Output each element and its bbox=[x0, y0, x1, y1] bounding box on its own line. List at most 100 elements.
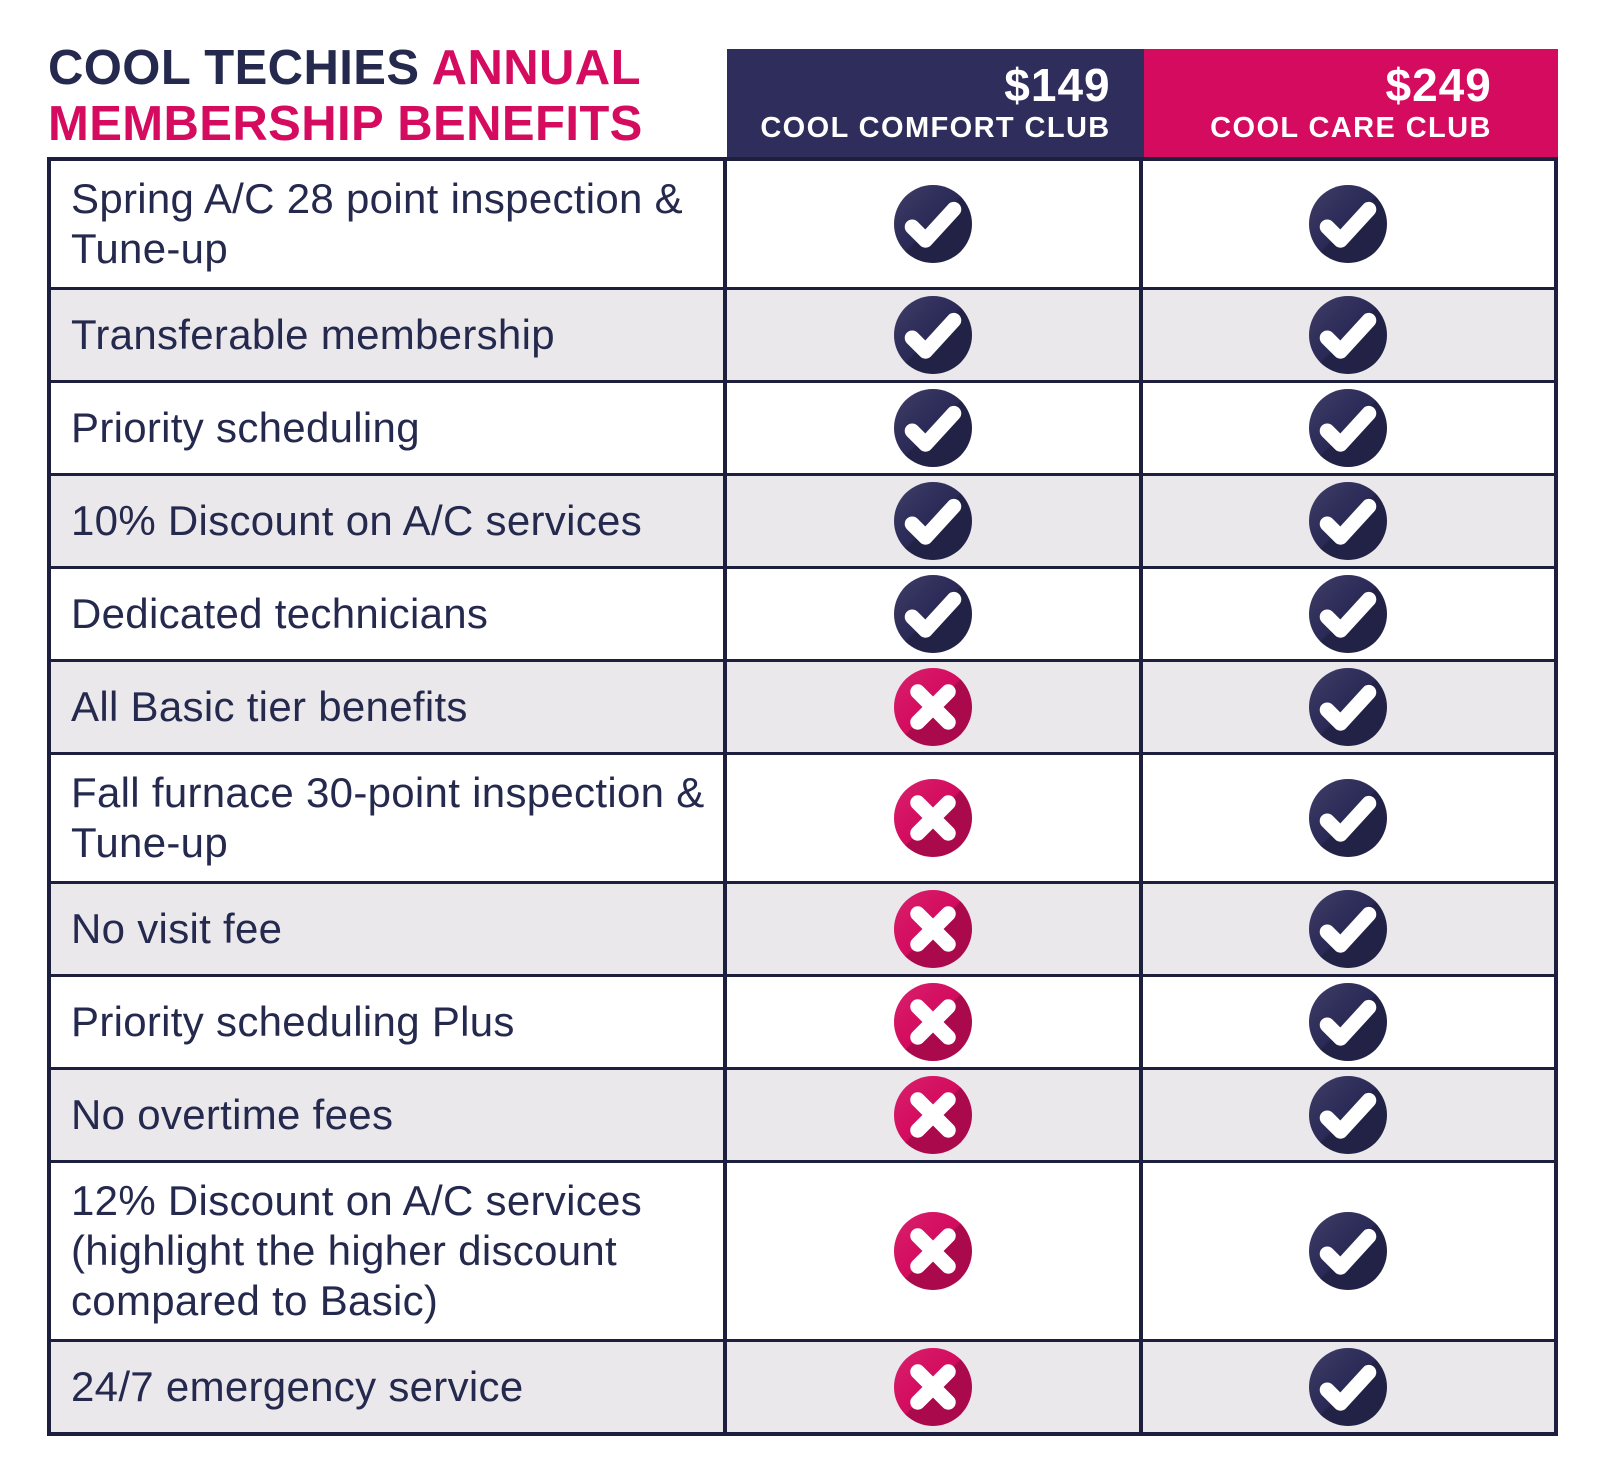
cross-icon bbox=[893, 1076, 972, 1154]
plan-header-comfort-inner: $149 COOL COMFORT CLUB bbox=[760, 58, 1111, 146]
check-icon bbox=[1309, 1348, 1388, 1426]
check-icon bbox=[893, 482, 972, 560]
table-row: 10% Discount on A/C services bbox=[51, 473, 1554, 566]
benefit-cell: 10% Discount on A/C services bbox=[51, 476, 727, 566]
benefit-label: 10% Discount on A/C services bbox=[71, 497, 642, 544]
table-row: No visit fee bbox=[51, 881, 1554, 974]
plan-name-comfort: COOL COMFORT CLUB bbox=[760, 112, 1111, 145]
table-row: 12% Discount on A/C services (highlight … bbox=[51, 1160, 1554, 1339]
care-mark-cell bbox=[1143, 662, 1555, 752]
page-title: COOL TECHIES ANNUAL MEMBERSHIP BENEFITS bbox=[48, 40, 738, 152]
plan-header-care: $249 COOL CARE CLUB bbox=[1144, 49, 1558, 158]
comfort-mark-cell bbox=[727, 290, 1143, 380]
table-row: Priority scheduling bbox=[51, 380, 1554, 473]
check-icon bbox=[893, 296, 972, 374]
table-row: No overtime fees bbox=[51, 1067, 1554, 1160]
title-accent-text-2: MEMBERSHIP BENEFITS bbox=[48, 97, 643, 151]
table-row: Dedicated technicians bbox=[51, 566, 1554, 659]
table-row: Fall furnace 30-point inspection & Tune-… bbox=[51, 752, 1554, 881]
benefit-cell: No overtime fees bbox=[51, 1070, 727, 1160]
comfort-mark-cell bbox=[727, 476, 1143, 566]
benefit-cell: No visit fee bbox=[51, 884, 727, 974]
check-icon bbox=[1309, 890, 1388, 968]
benefit-label: No visit fee bbox=[71, 905, 283, 952]
table-row: Spring A/C 28 point inspection & Tune-up bbox=[51, 161, 1554, 287]
cross-icon bbox=[893, 1348, 972, 1426]
table-row: 24/7 emergency service bbox=[51, 1339, 1554, 1432]
care-mark-cell bbox=[1143, 161, 1555, 287]
check-icon bbox=[1309, 1076, 1388, 1154]
benefit-label: No overtime fees bbox=[71, 1091, 394, 1138]
care-mark-cell bbox=[1143, 884, 1555, 974]
care-mark-cell bbox=[1143, 755, 1555, 881]
comfort-mark-cell bbox=[727, 755, 1143, 881]
benefits-table: Spring A/C 28 point inspection & Tune-up… bbox=[47, 157, 1558, 1436]
comfort-mark-cell bbox=[727, 1163, 1143, 1339]
care-mark-cell bbox=[1143, 977, 1555, 1067]
comfort-mark-cell bbox=[727, 977, 1143, 1067]
check-icon bbox=[1309, 668, 1388, 746]
comfort-mark-cell bbox=[727, 161, 1143, 287]
table-row: Priority scheduling Plus bbox=[51, 974, 1554, 1067]
benefit-label: Fall furnace 30-point inspection & Tune-… bbox=[71, 769, 705, 866]
benefit-cell: Dedicated technicians bbox=[51, 569, 727, 659]
care-mark-cell bbox=[1143, 569, 1555, 659]
check-icon bbox=[1309, 482, 1388, 560]
benefit-cell: Fall furnace 30-point inspection & Tune-… bbox=[51, 755, 727, 881]
benefit-label: All Basic tier benefits bbox=[71, 683, 468, 730]
comfort-mark-cell bbox=[727, 569, 1143, 659]
plan-price-care: $249 bbox=[1385, 58, 1492, 111]
benefit-cell: Spring A/C 28 point inspection & Tune-up bbox=[51, 161, 727, 287]
care-mark-cell bbox=[1143, 1163, 1555, 1339]
benefit-label: 24/7 emergency service bbox=[71, 1363, 524, 1410]
title-accent-text-1: ANNUAL bbox=[431, 41, 641, 95]
plan-header-care-inner: $249 COOL CARE CLUB bbox=[1210, 58, 1492, 146]
check-icon bbox=[893, 185, 972, 263]
benefit-label: Priority scheduling Plus bbox=[71, 998, 515, 1045]
benefit-cell: Priority scheduling Plus bbox=[51, 977, 727, 1067]
care-mark-cell bbox=[1143, 383, 1555, 473]
benefit-cell: 12% Discount on A/C services (highlight … bbox=[51, 1163, 727, 1339]
check-icon bbox=[1309, 983, 1388, 1061]
check-icon bbox=[893, 389, 972, 467]
benefit-label: Spring A/C 28 point inspection & Tune-up bbox=[71, 175, 683, 272]
check-icon bbox=[1309, 1212, 1388, 1290]
check-icon bbox=[1309, 185, 1388, 263]
comfort-mark-cell bbox=[727, 884, 1143, 974]
cross-icon bbox=[893, 983, 972, 1061]
plan-name-care: COOL CARE CLUB bbox=[1210, 112, 1492, 145]
care-mark-cell bbox=[1143, 290, 1555, 380]
benefit-label: 12% Discount on A/C services (highlight … bbox=[71, 1177, 642, 1324]
benefit-cell: All Basic tier benefits bbox=[51, 662, 727, 752]
comfort-mark-cell bbox=[727, 662, 1143, 752]
comfort-mark-cell bbox=[727, 1342, 1143, 1432]
plan-price-comfort: $149 bbox=[1004, 58, 1111, 111]
check-icon bbox=[1309, 575, 1388, 653]
check-icon bbox=[1309, 389, 1388, 467]
care-mark-cell bbox=[1143, 476, 1555, 566]
benefit-cell: Transferable membership bbox=[51, 290, 727, 380]
title-brand-text: COOL TECHIES bbox=[48, 41, 420, 95]
comfort-mark-cell bbox=[727, 1070, 1143, 1160]
benefit-label: Priority scheduling bbox=[71, 404, 420, 451]
care-mark-cell bbox=[1143, 1070, 1555, 1160]
cross-icon bbox=[893, 890, 972, 968]
page-title-line-1: COOL TECHIES ANNUAL bbox=[48, 40, 738, 96]
benefit-cell: 24/7 emergency service bbox=[51, 1342, 727, 1432]
comfort-mark-cell bbox=[727, 383, 1143, 473]
page-title-line-2: MEMBERSHIP BENEFITS bbox=[48, 96, 738, 152]
check-icon bbox=[1309, 779, 1388, 857]
benefit-cell: Priority scheduling bbox=[51, 383, 727, 473]
benefit-label: Transferable membership bbox=[71, 311, 555, 358]
care-mark-cell bbox=[1143, 1342, 1555, 1432]
cross-icon bbox=[893, 779, 972, 857]
check-icon bbox=[1309, 296, 1388, 374]
benefit-label: Dedicated technicians bbox=[71, 590, 489, 637]
cross-icon bbox=[893, 668, 972, 746]
plan-header-comfort: $149 COOL COMFORT CLUB bbox=[727, 49, 1144, 158]
check-icon bbox=[893, 575, 972, 653]
table-row: Transferable membership bbox=[51, 287, 1554, 380]
cross-icon bbox=[893, 1212, 972, 1290]
table-row: All Basic tier benefits bbox=[51, 659, 1554, 752]
